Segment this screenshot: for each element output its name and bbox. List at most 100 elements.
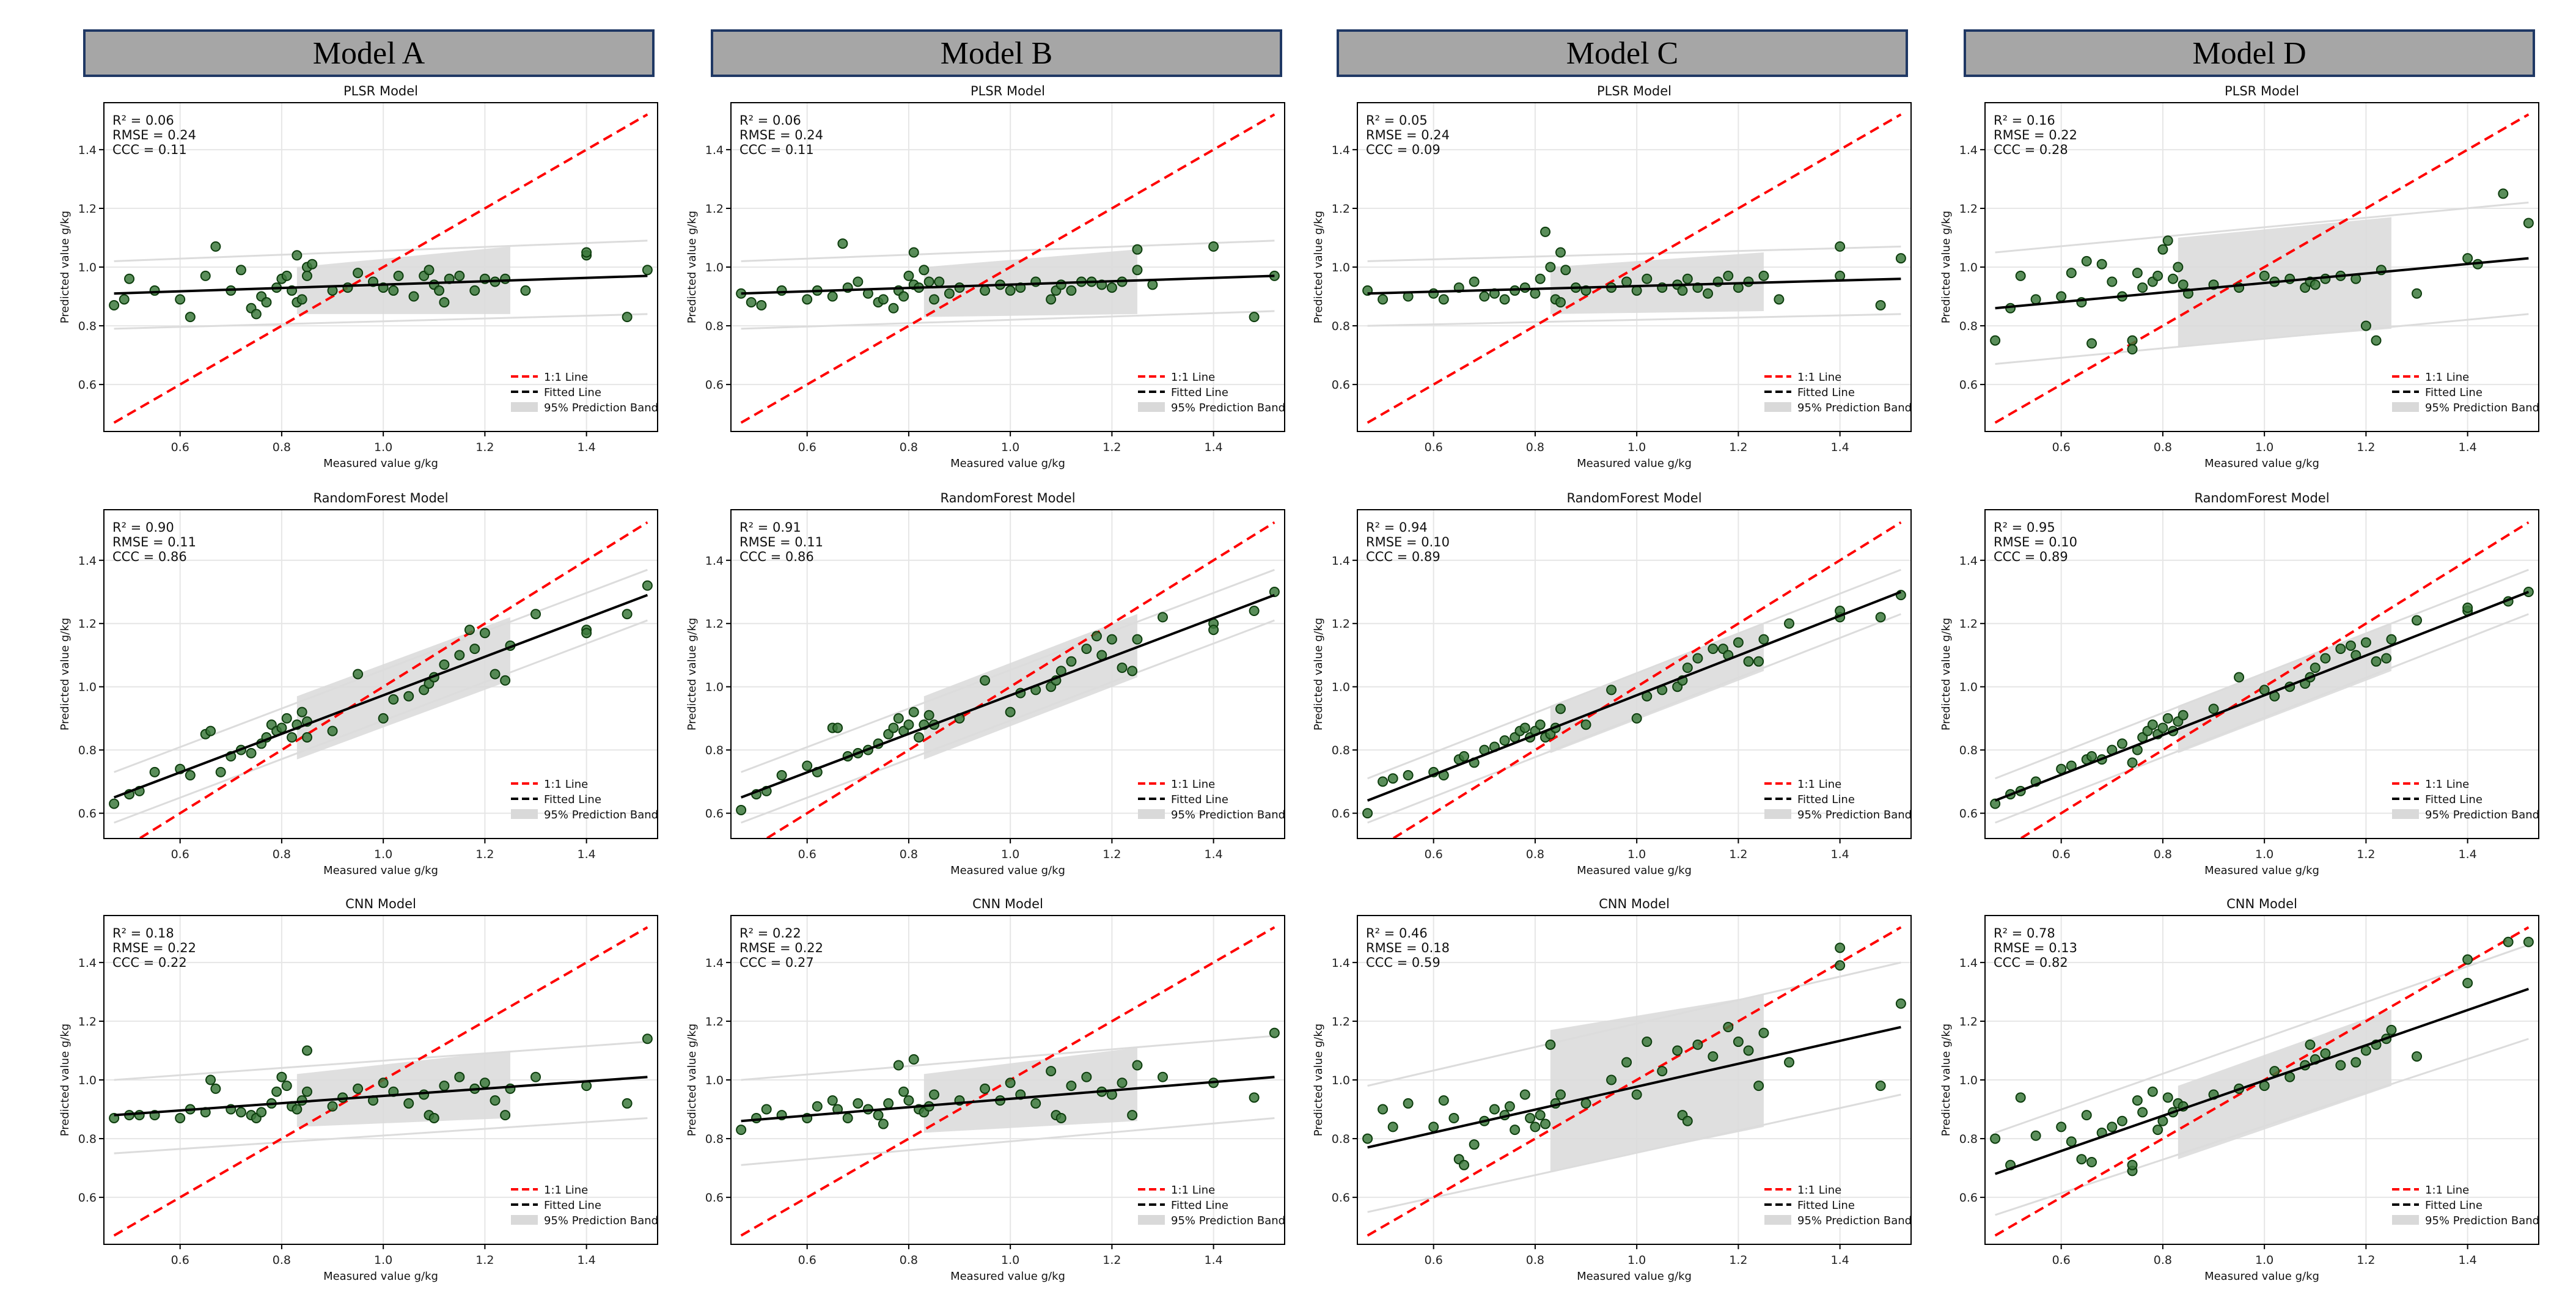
data-point: [761, 1104, 772, 1115]
data-point: [2412, 288, 2423, 299]
y-tick-label: 0.8: [78, 320, 97, 333]
x-tick-label: 1.4: [2459, 1253, 2477, 1267]
subplot-title: RandomForest Model: [1566, 491, 1701, 505]
x-tick-label: 1.4: [1831, 441, 1849, 454]
x-axis-label: Measured value g/kg: [950, 864, 1065, 877]
subplot-title: RandomForest Model: [313, 491, 448, 505]
data-point: [1657, 1066, 1668, 1077]
y-tick-label: 0.8: [1332, 320, 1350, 333]
x-tick-label: 1.2: [1729, 848, 1747, 861]
data-point: [2269, 1066, 2280, 1077]
data-point: [2462, 602, 2473, 613]
stats-line-2: RMSE = 0.13: [1994, 941, 2077, 955]
plot-content: [1357, 103, 1911, 431]
y-tick-label: 0.8: [705, 744, 724, 757]
data-point: [1132, 244, 1143, 255]
stats-line-1: R² = 0.94: [1366, 520, 1428, 535]
data-point: [2162, 713, 2173, 724]
data-point: [1642, 273, 1653, 284]
data-point: [980, 675, 991, 686]
data-point: [439, 297, 450, 308]
data-point: [1066, 285, 1077, 296]
data-point: [1249, 606, 1260, 617]
subplot-2-4: 0.6 0.8 1.0 1.2 1.4 0.6 0.8 1.0 1.2 1.4 RandomFore…: [1940, 491, 2539, 877]
data-point: [2412, 615, 2423, 626]
data-point: [428, 1112, 439, 1123]
subplot-title: RandomForest Model: [2194, 491, 2329, 505]
stats-line-3: CCC = 0.59: [1366, 955, 1440, 970]
x-tick-label: 0.6: [1425, 1253, 1443, 1267]
data-point: [2360, 637, 2371, 648]
data-point: [2066, 1136, 2077, 1147]
data-point: [109, 798, 120, 809]
data-point: [1519, 1089, 1530, 1100]
legend-band-label: 95% Prediction Band: [1797, 809, 1912, 821]
data-point: [934, 276, 945, 287]
data-point: [1835, 960, 1846, 971]
data-point: [1560, 265, 1571, 276]
data-point: [327, 725, 338, 736]
x-tick-label: 1.0: [2255, 441, 2273, 454]
x-tick-label: 1.0: [1001, 441, 1019, 454]
data-point: [756, 299, 767, 310]
x-axis-label: Measured value g/kg: [323, 864, 438, 877]
y-tick-label: 1.4: [78, 144, 97, 157]
data-point: [853, 276, 864, 287]
data-point: [2162, 1092, 2173, 1103]
stats-line-1: R² = 0.16: [1994, 113, 2055, 128]
x-axis-label: Measured value g/kg: [1577, 457, 1692, 470]
data-point: [2137, 282, 2148, 293]
data-point: [1106, 282, 1117, 293]
x-tick-label: 0.8: [273, 1253, 291, 1267]
data-point: [235, 1107, 246, 1118]
prediction-lower-line: [1367, 313, 1901, 327]
data-point: [1055, 279, 1066, 290]
subplot-title: PLSR Model: [971, 84, 1045, 98]
data-point: [1378, 776, 1389, 787]
data-point: [1117, 663, 1128, 674]
y-tick-label: 0.6: [705, 1191, 724, 1205]
y-tick-label: 1.0: [1959, 261, 1978, 274]
one-to-one-line: [1390, 521, 1902, 839]
x-tick-label: 0.6: [1425, 441, 1443, 454]
prediction-lower-line: [114, 1117, 648, 1154]
legend-fitted-label: Fitted Line: [1797, 793, 1855, 806]
data-point: [353, 268, 364, 279]
model-d-header: Model D: [1964, 29, 2535, 77]
data-point: [2056, 763, 2067, 774]
fitted-line: [114, 1076, 648, 1117]
data-point: [500, 675, 511, 686]
data-point: [464, 625, 475, 636]
data-point: [1774, 294, 1785, 305]
data-point: [746, 297, 757, 308]
x-tick-label: 1.0: [1627, 848, 1646, 861]
data-point: [149, 285, 160, 296]
data-point: [2076, 1154, 2087, 1165]
data-point: [1990, 335, 2001, 346]
data-point: [837, 238, 848, 249]
prediction-upper-line: [114, 1041, 648, 1081]
data-point: [642, 1033, 653, 1044]
x-tick-label: 1.2: [475, 441, 494, 454]
data-point: [944, 288, 955, 299]
y-tick-label: 1.0: [78, 681, 97, 694]
fitted-line: [741, 274, 1275, 295]
stats-line-3: CCC = 0.82: [1994, 955, 2068, 970]
legend-band-label: 95% Prediction Band: [1797, 402, 1912, 414]
y-tick-label: 0.6: [1959, 1191, 1978, 1205]
data-point: [1055, 1112, 1066, 1123]
data-point: [914, 732, 925, 743]
prediction-lower-line: [1367, 1093, 1901, 1213]
data-point: [276, 1071, 287, 1082]
data-point: [1672, 1045, 1683, 1056]
legend-one-to-one-label: 1:1 Line: [544, 371, 588, 384]
x-tick-label: 0.8: [1526, 1253, 1544, 1267]
data-point: [1723, 1022, 1734, 1033]
data-point: [256, 1107, 267, 1118]
stats-line-1: R² = 0.91: [739, 520, 801, 535]
y-tick-label: 1.4: [705, 554, 724, 568]
data-point: [454, 270, 465, 281]
data-point: [1677, 285, 1688, 296]
y-tick-label: 0.8: [705, 320, 724, 333]
legend-one-to-one-label: 1:1 Line: [1797, 371, 1841, 384]
